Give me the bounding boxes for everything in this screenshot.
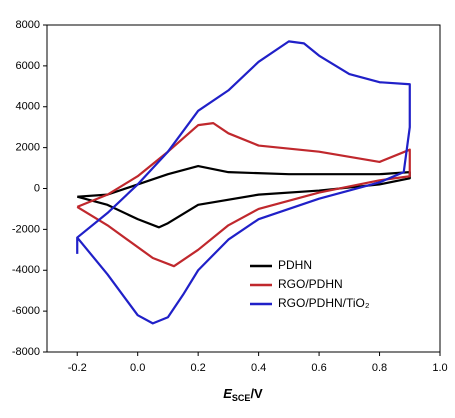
x-axis-label: ESCE/V (223, 386, 263, 403)
cv-curve (76, 121, 411, 268)
legend-label: RGO/PDHN (278, 277, 343, 291)
y-tick-label: -4000 (12, 264, 40, 276)
x-tick-label: 0.2 (191, 362, 206, 374)
y-tick-label: 6000 (16, 60, 40, 72)
y-tick-label: -2000 (12, 223, 40, 235)
x-tick-label: 0.8 (372, 362, 387, 374)
y-tick-label: 4000 (16, 101, 40, 113)
legend-label: PDHN (278, 258, 312, 272)
cv-curve (76, 164, 411, 229)
y-tick-label: -6000 (12, 305, 40, 317)
x-tick-label: 1.0 (432, 362, 447, 374)
cv-curve (76, 40, 411, 325)
y-tick-label: 2000 (16, 142, 40, 154)
x-tick-label: 0.0 (130, 362, 145, 374)
plot-frame (46, 24, 441, 353)
y-tick-label: -8000 (12, 346, 40, 358)
x-tick-label: 0.6 (311, 362, 326, 374)
y-tick-label: 8000 (16, 19, 40, 31)
x-tick-label: 0.4 (251, 362, 266, 374)
legend-label: RGO/PDHN/TiO₂ (278, 296, 370, 310)
x-tick-label: -0.2 (68, 362, 87, 374)
y-tick-label: 0 (34, 182, 40, 194)
